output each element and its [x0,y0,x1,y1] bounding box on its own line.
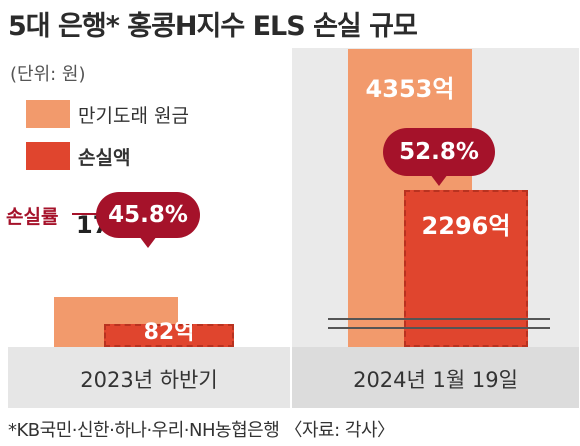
unit-label: (단위: 원) [10,64,86,85]
category-label-2024: 2024년 1월 19일 [353,368,518,392]
bar-loss-2023 [104,324,234,347]
legend-swatch-principal [26,100,70,128]
loss-rate-bubble-2023: 45.8% [96,192,200,238]
footnote: *KB국민·신한·하나·우리·NH농협은행 〈자료: 각사〉 [8,420,395,441]
loss-rate-bubble-2024-tail [430,174,448,186]
loss-rate-bubble-2024: 52.8% [383,128,495,176]
loss-rate-label: 손실률 [6,206,59,228]
loss-rate-bubble-2023-tail [139,236,157,248]
legend-swatch-loss [26,142,70,170]
axis-break-line-bottom [328,327,550,329]
value-label-loss-2024: 2296억 [421,211,511,240]
period-band-2023 [8,347,290,408]
period-band-2024 [292,347,579,408]
bar-loss-2024 [404,189,528,347]
legend-label-loss: 손실액 [78,147,131,169]
value-label-loss-2023: 82억 [143,320,195,346]
category-label-2023: 2023년 하반기 [80,368,218,392]
chart-title: 5대 은행* 홍콩H지수 ELS 손실 규모 [8,11,418,42]
value-label-principal-2024: 4353억 [365,75,455,103]
loss-rate-connector [72,213,98,215]
legend-label-principal: 만기도래 원금 [78,105,189,127]
axis-break-line-top [328,318,550,320]
